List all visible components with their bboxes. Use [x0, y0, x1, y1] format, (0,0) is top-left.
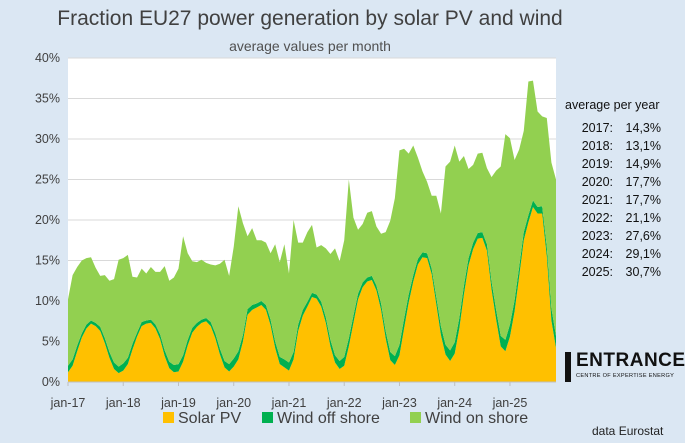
- legend-label: Wind off shore: [277, 410, 380, 427]
- yearly-average-panel: average per year 2017: 14,3% 2018: 13,1% 201…: [565, 98, 680, 281]
- y-tick-label: 40%: [35, 51, 60, 65]
- x-tick-label: jan-24: [436, 396, 472, 410]
- y-tick-label: 30%: [35, 132, 60, 146]
- x-tick-label: jan-25: [492, 396, 528, 410]
- yearly-average-title: average per year: [565, 98, 660, 112]
- y-tick-label: 10%: [35, 294, 60, 308]
- y-tick-label: 20%: [35, 213, 60, 227]
- yearly-average-value: 29,1%: [625, 247, 661, 261]
- yearly-average-year: 2018:: [581, 139, 613, 153]
- series-area-solar-pv: [68, 207, 556, 382]
- yearly-average-value: 17,7%: [625, 193, 661, 207]
- logo-mark: [565, 352, 571, 382]
- yearly-average-row: 2017: 14,3%: [565, 119, 680, 137]
- logo-tagline: CENTRE OF EXPERTISE ENERGY: [576, 373, 675, 379]
- y-tick-label: 35%: [35, 92, 60, 106]
- yearly-average-year: 2021:: [581, 193, 613, 207]
- yearly-average-value: 14,9%: [625, 157, 661, 171]
- legend-item: Wind off shore: [262, 410, 380, 427]
- yearly-average-year: 2022:: [581, 211, 613, 225]
- yearly-average-year: 2024:: [581, 247, 613, 261]
- yearly-average-year: 2020:: [581, 175, 613, 189]
- yearly-average-value: 30,7%: [625, 265, 661, 279]
- x-tick-label: jan-17: [50, 396, 86, 410]
- legend-item: Wind on shore: [410, 410, 528, 427]
- yearly-average-year: 2017:: [581, 121, 613, 135]
- yearly-average-row: 2021: 17,7%: [565, 191, 680, 209]
- yearly-average-value: 17,7%: [625, 175, 661, 189]
- yearly-average-value: 14,3%: [625, 121, 661, 135]
- x-tick-label: jan-18: [105, 396, 141, 410]
- entrance-logo: ENTRANCE CENTRE OF EXPERTISE ENERGY: [565, 350, 685, 384]
- yearly-average-row: 2025: 30,7%: [565, 263, 680, 281]
- x-tick-label: jan-21: [271, 396, 307, 410]
- x-tick-label: jan-20: [215, 396, 251, 410]
- yearly-average-row: 2024: 29,1%: [565, 245, 680, 263]
- chart-subtitle: average values per month: [229, 38, 391, 54]
- yearly-average-row: 2023: 27,6%: [565, 227, 680, 245]
- y-tick-label: 25%: [35, 173, 60, 187]
- logo-name: ENTRANCE: [576, 350, 685, 371]
- data-source: data Eurostat: [592, 424, 664, 438]
- y-tick-label: 0%: [42, 375, 60, 389]
- yearly-average-row: 2018: 13,1%: [565, 137, 680, 155]
- yearly-average-value: 13,1%: [625, 139, 661, 153]
- x-tick-label: jan-22: [326, 396, 362, 410]
- legend-swatch: [262, 412, 273, 423]
- legend-label: Wind on shore: [425, 410, 528, 427]
- legend-swatch: [163, 412, 174, 423]
- yearly-average-year: 2019:: [581, 157, 613, 171]
- yearly-average-year: 2025:: [581, 265, 613, 279]
- yearly-average-row: 2019: 14,9%: [565, 155, 680, 173]
- yearly-average-year: 2023:: [581, 229, 613, 243]
- chart-title: Fraction EU27 power generation by solar …: [57, 7, 563, 30]
- y-tick-label: 15%: [35, 254, 60, 268]
- yearly-average-row: 2022: 21,1%: [565, 209, 680, 227]
- legend-item: Solar PV: [163, 410, 241, 427]
- series-area-wind-on-shore: [68, 80, 556, 367]
- y-tick-label: 5%: [42, 335, 60, 349]
- yearly-average-value: 21,1%: [625, 211, 661, 225]
- x-tick-label: jan-23: [381, 396, 417, 410]
- legend-swatch: [410, 412, 421, 423]
- legend-label: Solar PV: [178, 410, 241, 427]
- x-tick-label: jan-19: [160, 396, 196, 410]
- yearly-average-value: 27,6%: [625, 229, 661, 243]
- yearly-average-row: 2020: 17,7%: [565, 173, 680, 191]
